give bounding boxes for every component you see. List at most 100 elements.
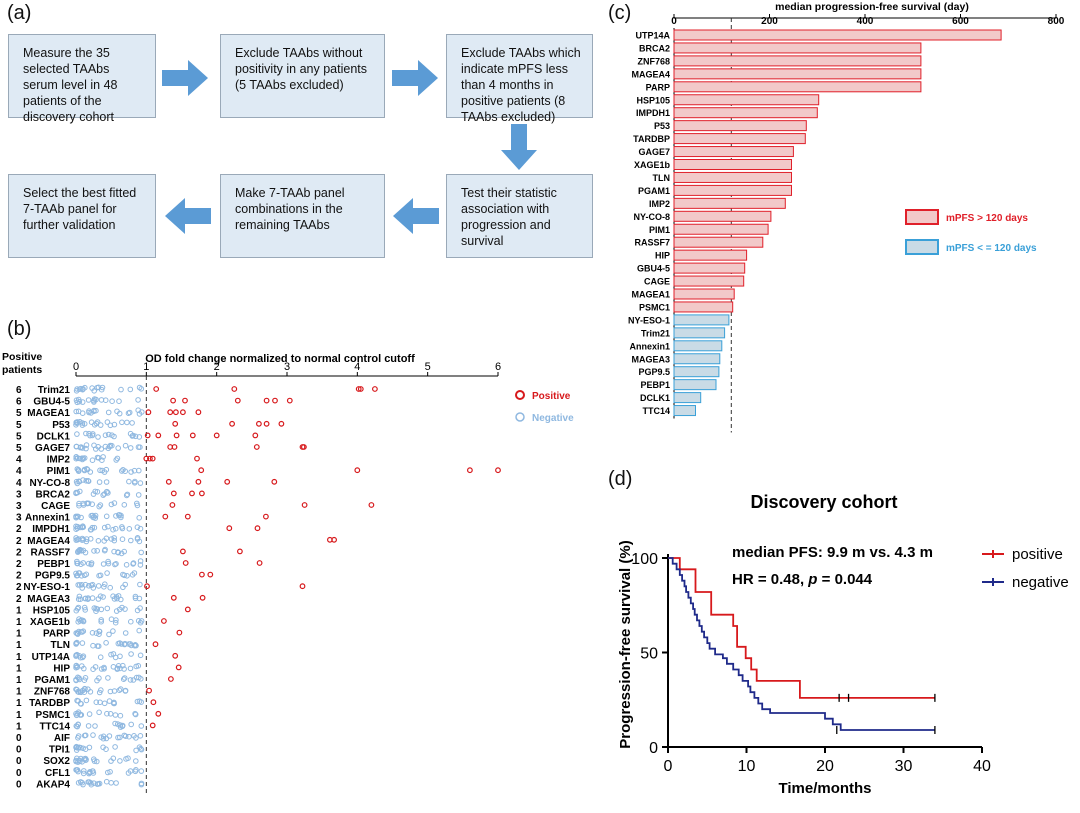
bar-label: PARP xyxy=(646,82,670,92)
x-tick-label: 0 xyxy=(664,758,673,775)
negative-point xyxy=(94,454,101,461)
row-count: 4 xyxy=(16,478,22,489)
negative-point xyxy=(104,710,110,717)
negative-point xyxy=(122,733,129,740)
negative-point xyxy=(128,642,135,649)
negative-point xyxy=(114,595,120,602)
negative-point xyxy=(134,698,141,705)
negative-point xyxy=(96,631,102,638)
row-label: NY-ESO-1 xyxy=(23,582,70,593)
y-tick-label: 50 xyxy=(640,646,658,663)
bar xyxy=(673,120,807,132)
negative-point xyxy=(137,581,143,588)
bar-label: BRCA2 xyxy=(639,43,670,53)
positive-point xyxy=(173,432,180,439)
row-count: 1 xyxy=(16,663,22,674)
negative-point xyxy=(108,616,115,623)
positive-point xyxy=(182,397,188,404)
row-label: PARP xyxy=(43,629,70,640)
negative-point xyxy=(93,605,99,612)
row-count: 1 xyxy=(16,605,22,616)
negative-point xyxy=(85,478,92,484)
x-tick-label: 5 xyxy=(425,361,431,373)
negative-point xyxy=(83,571,90,578)
negative-point xyxy=(104,570,110,576)
negative-point xyxy=(76,675,82,681)
negative-point xyxy=(76,500,82,507)
negative-point xyxy=(134,500,140,507)
positive-point xyxy=(263,513,269,520)
negative-point xyxy=(133,747,139,754)
bar-label: PSMC1 xyxy=(639,302,670,312)
bar xyxy=(673,327,726,339)
negative-point xyxy=(124,491,131,498)
negative-point xyxy=(103,513,110,520)
bar xyxy=(673,340,723,352)
x-tick-label: 400 xyxy=(857,16,874,27)
negative-point xyxy=(73,455,79,462)
bar-label: IMP2 xyxy=(649,199,670,209)
row-label: TPI1 xyxy=(49,745,71,756)
row-count: 1 xyxy=(16,721,22,732)
negative-point xyxy=(137,562,144,568)
row-label: GBU4-5 xyxy=(33,397,70,408)
negative-point xyxy=(111,433,117,440)
negative-point xyxy=(134,524,141,530)
x-tick-label: 30 xyxy=(895,758,913,775)
bar-chart-median-pfs: median progression-free survival (day) 0… xyxy=(628,1,1065,433)
negative-point xyxy=(107,769,113,775)
negative-point xyxy=(100,733,107,740)
negative-point xyxy=(96,689,103,696)
negative-point xyxy=(78,561,84,567)
negative-point xyxy=(120,662,126,669)
row-count: 2 xyxy=(16,547,22,558)
bar xyxy=(673,288,735,300)
negative-point xyxy=(77,582,83,588)
bar-label: TTC14 xyxy=(642,406,670,416)
row-label: PSMC1 xyxy=(36,710,71,721)
negative-point xyxy=(86,711,93,717)
dot-plot-od-fold-change: OD fold change normalized to normal cont… xyxy=(2,351,574,795)
negative-point xyxy=(89,768,96,774)
negative-point xyxy=(73,664,79,671)
x-tick-label: 600 xyxy=(952,16,969,27)
negative-point xyxy=(92,664,99,670)
negative-point xyxy=(129,572,136,578)
negative-point xyxy=(120,584,126,591)
row-label: CFL1 xyxy=(45,768,70,779)
row-label: Trim21 xyxy=(38,385,71,396)
bar-label: TARDBP xyxy=(633,134,670,144)
negative-point xyxy=(95,434,101,440)
legend-label: Positive xyxy=(532,391,571,402)
negative-point xyxy=(130,561,136,567)
bar-label: PIM1 xyxy=(649,225,670,235)
positive-point xyxy=(254,525,261,532)
negative-point xyxy=(111,688,118,694)
flow-step-make-combinations: Make 7-TAAb panel combinations in the re… xyxy=(220,174,385,258)
flow-step-select-panel: Select the best fitted 7-TAAb panel for … xyxy=(8,174,156,258)
negative-point xyxy=(127,677,134,683)
panel-label-a: (a) xyxy=(7,2,32,24)
positive-point xyxy=(149,455,156,462)
negative-point xyxy=(127,386,134,393)
bar-label: RASSF7 xyxy=(634,238,670,248)
negative-point xyxy=(91,422,98,428)
row-count: 3 xyxy=(16,513,22,524)
negative-point xyxy=(89,432,96,439)
bar-label: DCLK1 xyxy=(640,393,670,403)
negative-point xyxy=(112,712,119,718)
positive-point xyxy=(145,409,152,416)
x-tick-label: 4 xyxy=(354,361,360,373)
negative-point xyxy=(135,663,142,669)
positive-point xyxy=(198,571,205,578)
negative-point xyxy=(75,467,82,473)
negative-point xyxy=(82,746,89,753)
positive-point xyxy=(189,432,196,439)
negative-point xyxy=(129,420,135,426)
negative-point xyxy=(94,489,101,495)
negative-point xyxy=(85,779,91,785)
negative-point xyxy=(78,701,84,707)
negative-point xyxy=(110,526,116,533)
arrow-right-icon xyxy=(162,60,208,96)
x-tick-label: 2 xyxy=(214,361,220,373)
